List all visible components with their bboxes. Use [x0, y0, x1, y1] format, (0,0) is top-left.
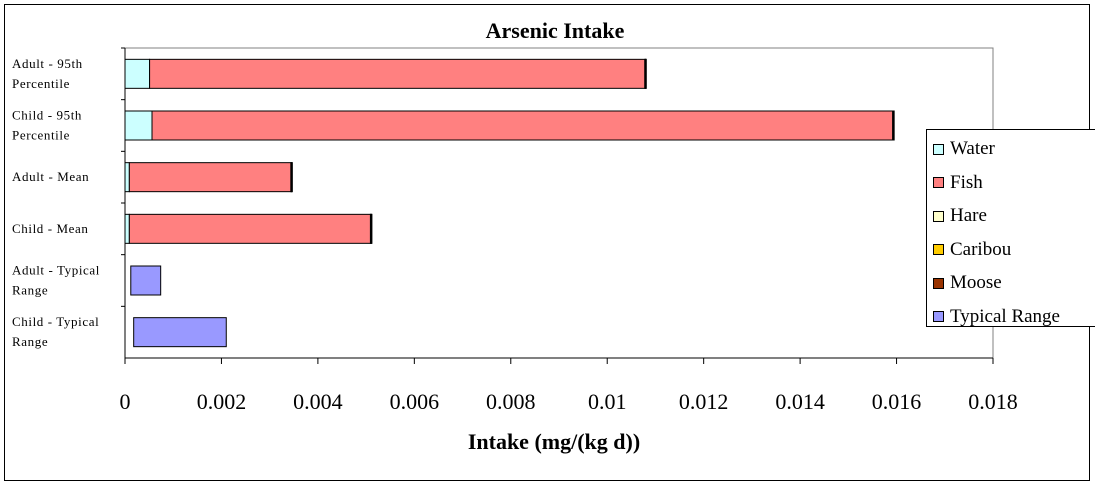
y-tick-label: Adult - Mean	[12, 169, 89, 184]
bar-water-3	[124, 213, 130, 244]
legend-item-caribou: Caribou	[933, 238, 1012, 260]
legend-swatch	[933, 143, 944, 155]
legend-label: Hare	[950, 205, 987, 226]
chart-title: Arsenic Intake	[486, 18, 625, 43]
x-tick-label: 0.016	[872, 389, 922, 414]
bar-fish-1	[151, 110, 894, 141]
legend-label: Caribou	[950, 238, 1012, 260]
bar-water-0	[124, 58, 151, 89]
bar-moose-0	[645, 58, 647, 89]
legend-item-hare: Hare	[933, 205, 987, 226]
legend-label: Typical Range	[950, 305, 1060, 327]
y-tick-label: Percentile	[12, 128, 70, 143]
legend-swatch	[933, 277, 944, 289]
legend-label: Moose	[950, 272, 1002, 293]
x-tick-label: 0.002	[197, 389, 247, 414]
bar-fish-3	[128, 213, 371, 244]
bar-water-2	[124, 162, 130, 193]
legend-swatch	[933, 210, 944, 222]
y-tick-label: Child - Mean	[12, 221, 89, 236]
y-tick-label: Child - 95th	[12, 108, 82, 123]
legend-item-water: Water	[933, 138, 995, 159]
legend-swatch	[933, 244, 944, 255]
y-tick-label: Range	[12, 334, 48, 349]
y-tick-label: Adult - 95th	[12, 56, 83, 71]
legend: Water Fish Hare Caribou Moose Typical Range	[926, 129, 1095, 327]
legend-label: Water	[950, 138, 995, 159]
x-axis: 0 0.002 0.004 0.006 0.008 0.01 0.012 0.014 0.016…	[120, 357, 1018, 414]
x-tick-label: 0.004	[293, 389, 343, 414]
y-tick-label: Range	[12, 283, 48, 298]
bar-water-1	[124, 110, 153, 141]
x-tick-label: 0.018	[968, 389, 1018, 414]
legend-item-typical-range: Typical Range	[933, 305, 1060, 327]
x-tick-label: 0.006	[390, 389, 440, 414]
y-tick-label: Adult - Typical	[12, 263, 100, 278]
bar-moose-1	[893, 110, 895, 141]
bar-fish-0	[149, 58, 646, 89]
x-axis-label: Intake (mg/(kg d))	[468, 429, 640, 454]
bar-moose-3	[370, 213, 373, 244]
x-tick-label: 0	[120, 389, 131, 414]
legend-label: Fish	[950, 171, 983, 193]
x-tick-label: 0.01	[588, 389, 627, 414]
x-tick-label: 0.014	[775, 389, 825, 414]
y-tick-label: Percentile	[12, 76, 70, 91]
y-tick-label: Child - Typical	[12, 314, 99, 329]
x-tick-label: 0.008	[486, 389, 536, 414]
legend-swatch	[933, 177, 944, 188]
bar-moose-2	[291, 162, 293, 193]
bar-typical-range-5	[133, 317, 227, 348]
y-axis: Adult - 95th Percentile Child - 95th Percen…	[12, 47, 126, 358]
bar-fish-2	[128, 162, 292, 193]
legend-item-fish: Fish	[933, 171, 983, 193]
legend-item-moose: Moose	[933, 272, 1002, 293]
legend-swatch	[933, 311, 944, 322]
bar-typical-range-4	[130, 265, 162, 296]
plot-border	[124, 47, 994, 359]
x-tick-label: 0.012	[679, 389, 729, 414]
plot-area	[124, 47, 994, 359]
